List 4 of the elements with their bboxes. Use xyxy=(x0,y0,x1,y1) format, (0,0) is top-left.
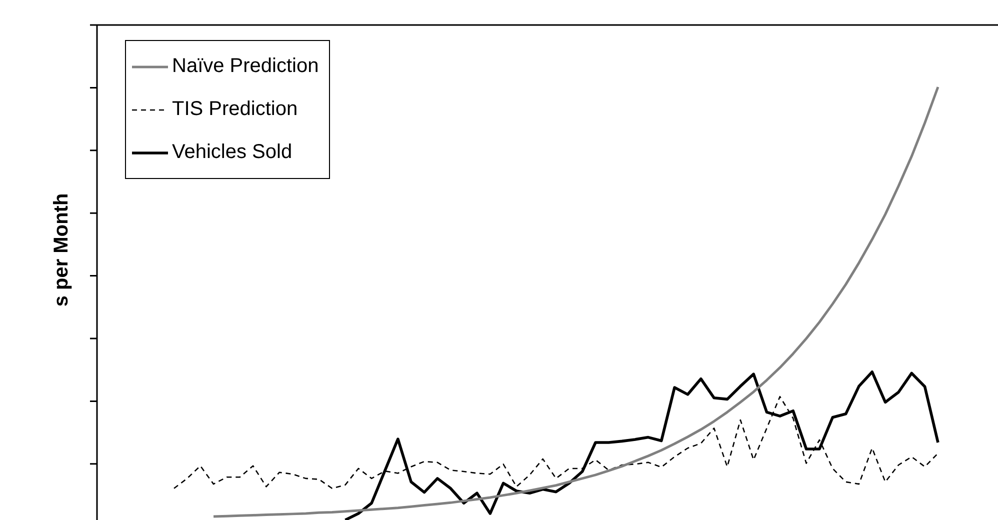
y-axis-title: s per Month xyxy=(50,193,74,307)
legend-label: Naïve Prediction xyxy=(172,55,319,78)
legend-label: TIS Prediction xyxy=(172,98,298,121)
legend-label: Vehicles Sold xyxy=(172,141,292,164)
